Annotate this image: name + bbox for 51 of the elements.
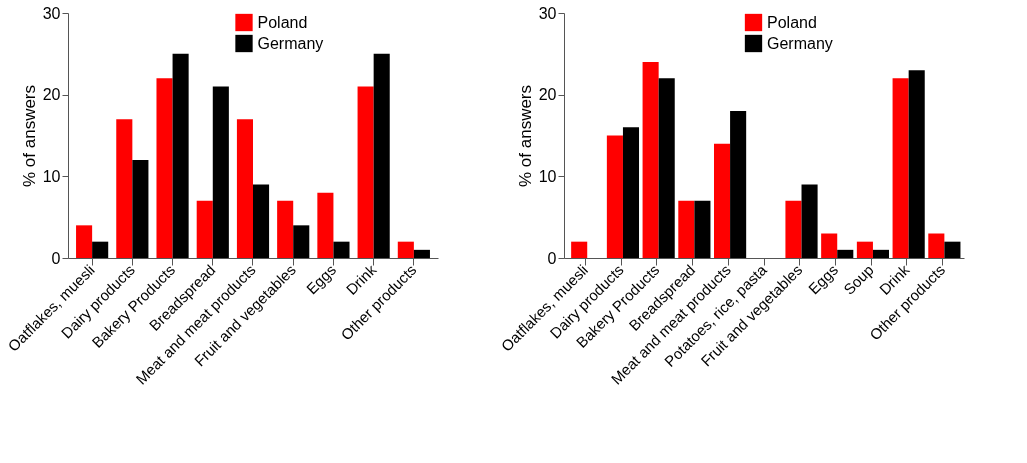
bar xyxy=(317,192,334,258)
bar xyxy=(333,241,350,258)
bar xyxy=(785,200,802,258)
bar xyxy=(837,249,854,258)
bar xyxy=(714,143,731,258)
bar xyxy=(694,200,711,258)
bar xyxy=(76,225,93,258)
bar xyxy=(277,200,294,258)
legend-label: Germany xyxy=(257,34,324,52)
bar xyxy=(801,184,818,258)
bar xyxy=(622,127,640,258)
y-tick-label: 0 xyxy=(547,249,557,267)
y-tick-label: 20 xyxy=(538,86,557,104)
bar xyxy=(373,53,390,258)
bar xyxy=(132,160,149,258)
legend-label: Poland xyxy=(767,13,817,31)
bar xyxy=(253,184,270,258)
bar xyxy=(944,241,961,258)
bar xyxy=(872,249,890,258)
bar xyxy=(821,233,838,258)
bar xyxy=(212,86,229,258)
bar xyxy=(172,53,189,258)
bar xyxy=(856,241,873,258)
bar xyxy=(397,241,414,258)
y-tick-label: 30 xyxy=(42,4,61,22)
bar xyxy=(908,70,925,258)
bar xyxy=(606,135,623,258)
bar xyxy=(92,241,109,258)
y-tick-label: 30 xyxy=(538,4,557,22)
bar xyxy=(413,249,430,258)
bar xyxy=(293,225,310,258)
bar xyxy=(928,233,945,258)
bar xyxy=(678,200,695,258)
bar xyxy=(642,62,659,258)
y-tick-label: 20 xyxy=(42,86,61,104)
bar xyxy=(658,78,675,258)
legend-label: Germany xyxy=(767,34,833,52)
y-tick-label: 10 xyxy=(42,167,61,185)
y-axis-title: % of answers xyxy=(515,84,535,188)
legend-label: Poland xyxy=(257,13,308,31)
bar xyxy=(196,200,213,258)
y-tick-label: 0 xyxy=(51,249,61,267)
bar xyxy=(571,241,588,258)
bar xyxy=(236,119,253,258)
bar xyxy=(156,78,173,258)
bar xyxy=(892,78,909,258)
bar xyxy=(116,119,133,258)
bar xyxy=(357,86,374,258)
y-axis-title: % of answers xyxy=(19,84,39,188)
bar xyxy=(730,111,747,258)
y-tick-label: 10 xyxy=(538,167,557,185)
